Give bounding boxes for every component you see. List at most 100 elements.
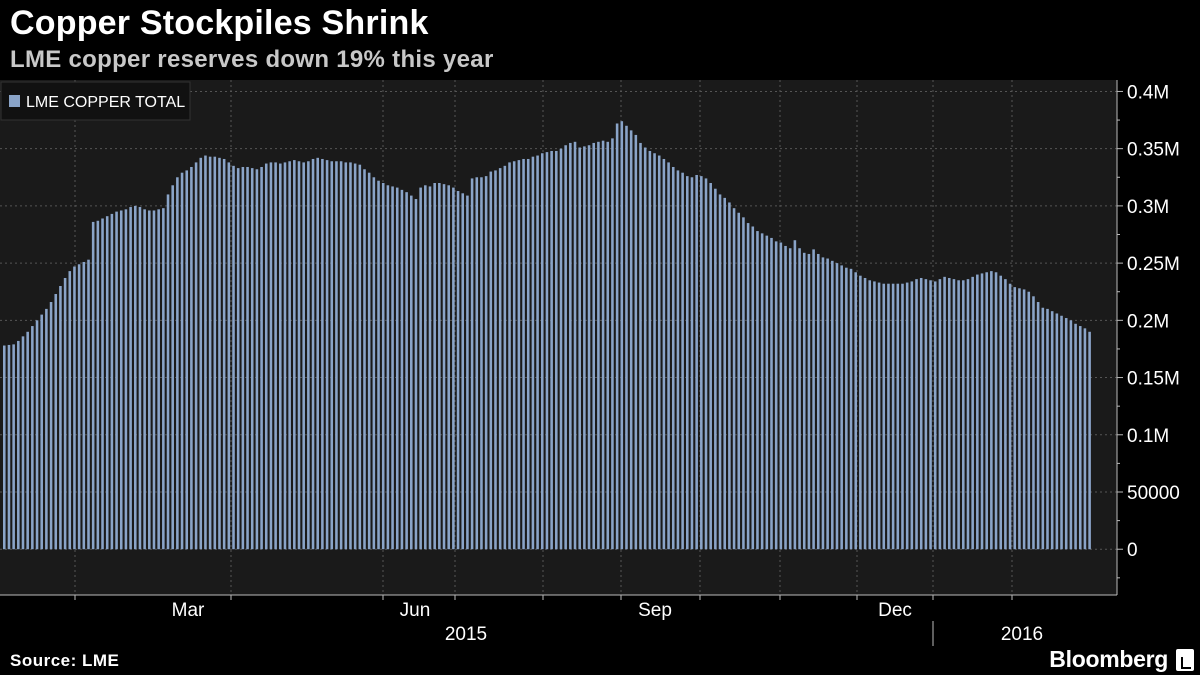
bar [564,145,567,550]
bar [788,248,792,550]
bar [264,163,268,550]
bar [531,156,535,550]
bar [662,158,666,550]
bar [952,279,956,550]
bar [269,162,273,550]
bar [512,161,516,550]
bar [779,242,783,550]
bar [236,168,240,550]
bar [381,183,385,550]
bar [1078,326,1082,550]
bar [424,185,427,550]
bar [213,156,217,550]
bar [26,331,29,550]
bar [171,185,174,550]
x-tick-label: Jun [400,600,431,621]
bar [335,161,338,550]
legend-label: LME COPPER TOTAL [26,94,185,111]
bar [980,273,984,550]
bar [859,275,862,550]
y-tick-label: 0 [1127,540,1138,561]
bar [966,279,970,550]
bar [391,186,394,550]
bar [774,241,778,550]
bar [583,146,586,550]
bar [793,240,797,550]
bar [634,134,638,550]
bar [480,177,483,550]
bar [87,259,90,550]
bar [840,265,843,550]
bar [288,161,291,550]
bar [395,187,399,550]
bar [831,260,834,550]
bar [943,276,946,550]
bar [849,268,853,550]
legend[interactable]: LME COPPER TOTAL [0,81,191,121]
bar [732,208,736,550]
bar [353,163,357,550]
bar [573,141,577,550]
bar [470,178,474,550]
bar [77,264,81,550]
bar [718,194,722,550]
bar [835,263,839,550]
bar [587,145,591,550]
bar [185,170,189,550]
bar [1041,307,1045,550]
bar [344,162,348,550]
bar [489,171,493,550]
bloomberg-logo: Bloomberg [1049,646,1168,672]
bar [101,218,104,550]
bar-series [3,121,1091,550]
bar [999,275,1003,550]
bar [1022,289,1026,550]
bar [555,150,558,550]
bar [653,153,656,550]
bar [484,176,488,550]
bar [452,187,455,550]
bar [283,162,287,550]
bar [947,277,951,550]
bar [260,166,263,550]
y-tick-label: 0.25M [1127,254,1180,275]
year-label: 2016 [1001,624,1043,645]
bar [910,281,914,550]
bar [293,160,296,550]
bar [639,142,642,550]
bar [686,176,689,550]
bar [194,162,198,550]
bar [321,158,324,550]
bar [438,183,441,550]
y-tick-label: 0.4M [1127,82,1169,103]
bar [307,161,310,550]
bar [896,283,900,550]
bar [21,336,25,550]
bar [166,194,170,550]
bar [615,123,619,550]
bar [915,279,918,550]
bar [330,161,334,550]
bar [938,279,942,550]
bar [1088,331,1091,550]
bar [550,150,553,550]
legend-box [0,81,191,121]
bar [204,155,207,550]
bar [592,142,596,550]
bar [199,157,203,550]
bar [466,195,469,550]
bar [756,231,759,550]
bar [1083,328,1087,550]
bar [475,177,479,550]
bar [115,211,118,550]
bar [45,308,48,550]
bar [845,267,848,550]
bar [279,163,282,550]
bar [325,160,329,550]
bar [1069,320,1073,550]
bar [994,272,998,550]
bar [863,277,867,550]
bar [737,212,741,550]
y-tick-label: 50000 [1127,483,1180,504]
